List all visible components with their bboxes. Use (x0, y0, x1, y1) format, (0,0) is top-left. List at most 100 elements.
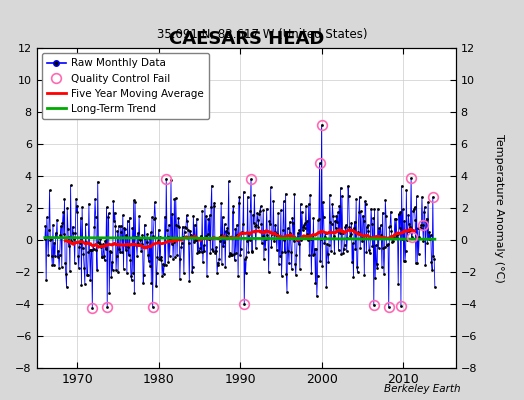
Point (253, 210, 261, 216)
Point (290, 238, 298, 244)
Point (148, 304, 157, 310)
Point (219, 214, 227, 220)
Point (155, 226, 163, 233)
Point (332, 213, 341, 219)
Point (122, 232, 130, 238)
Point (99, 253, 107, 260)
Point (261, 246, 269, 252)
Point (231, 257, 239, 263)
Point (427, 232, 435, 238)
Point (246, 208, 255, 214)
Point (213, 270, 221, 276)
Point (429, 252, 438, 259)
Point (175, 223, 183, 230)
Point (97, 244, 105, 250)
Point (127, 273, 135, 280)
Point (215, 256, 223, 262)
Point (167, 177, 175, 184)
Point (182, 212, 191, 218)
Point (310, 251, 318, 257)
Point (270, 238, 278, 245)
Point (171, 254, 179, 260)
Point (191, 222, 199, 228)
Point (399, 258, 408, 264)
Point (354, 228, 363, 235)
Point (412, 193, 421, 200)
Point (386, 223, 394, 229)
Point (89, 242, 97, 248)
Point (411, 217, 419, 224)
Point (249, 220, 258, 226)
Point (401, 258, 409, 264)
Point (155, 256, 163, 262)
Point (378, 209, 387, 216)
Point (217, 261, 226, 268)
Point (257, 221, 265, 227)
Point (180, 229, 189, 236)
Point (161, 262, 170, 268)
Point (356, 245, 364, 251)
Point (110, 218, 118, 224)
Point (132, 234, 140, 241)
Point (94, 178, 102, 185)
Point (412, 260, 420, 266)
Point (159, 271, 168, 278)
Point (158, 272, 166, 279)
Point (144, 252, 152, 258)
Point (216, 238, 224, 244)
Point (99, 241, 107, 247)
Point (145, 234, 154, 241)
Point (127, 277, 136, 283)
Point (80, 265, 89, 271)
Point (245, 237, 254, 243)
Point (112, 267, 120, 273)
Point (294, 241, 303, 248)
Point (313, 293, 321, 300)
Point (382, 213, 390, 219)
Point (392, 235, 401, 241)
Point (321, 234, 329, 240)
Point (343, 248, 351, 254)
Point (353, 263, 361, 270)
Point (154, 238, 162, 244)
Point (360, 272, 368, 278)
Point (209, 248, 217, 254)
Point (91, 196, 99, 202)
Point (111, 222, 119, 229)
Point (323, 251, 332, 258)
Point (166, 236, 174, 242)
Point (157, 257, 165, 263)
Point (221, 221, 229, 227)
Point (51, 253, 59, 259)
Point (275, 233, 283, 239)
Point (41, 223, 50, 230)
Point (341, 242, 349, 248)
Point (279, 198, 288, 204)
Point (206, 250, 214, 256)
Point (397, 302, 405, 309)
Point (208, 246, 216, 252)
Point (379, 245, 387, 252)
Point (400, 218, 409, 224)
Point (287, 249, 295, 256)
Point (121, 225, 129, 232)
Point (331, 218, 340, 224)
Point (57, 223, 66, 230)
Point (358, 238, 366, 244)
Point (235, 194, 244, 200)
Point (304, 237, 312, 244)
Point (50, 240, 59, 246)
Point (62, 284, 71, 290)
Point (288, 214, 297, 221)
Point (259, 207, 267, 214)
Point (262, 236, 270, 242)
Point (374, 206, 382, 212)
Point (48, 262, 57, 268)
Point (162, 176, 170, 182)
Point (194, 249, 203, 255)
Point (424, 236, 433, 242)
Point (260, 227, 269, 234)
Point (340, 246, 348, 252)
Point (86, 276, 94, 283)
Point (233, 222, 241, 228)
